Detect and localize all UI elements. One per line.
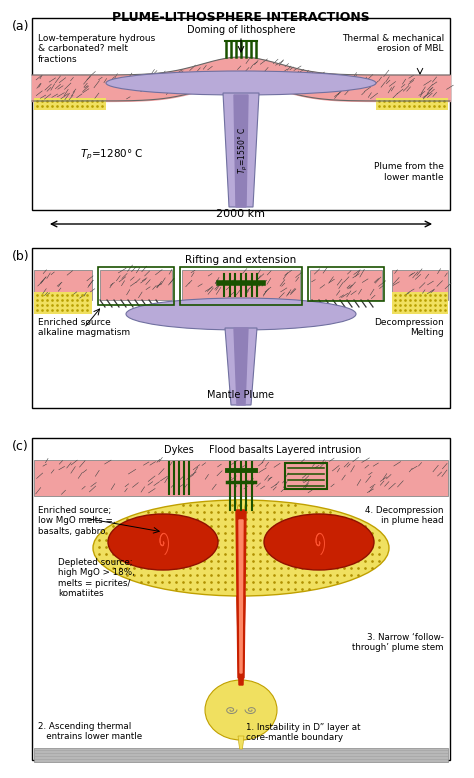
Text: Doming of lithosphere: Doming of lithosphere <box>187 25 295 35</box>
Text: 2. Ascending thermal
   entrains lower mantle: 2. Ascending thermal entrains lower mant… <box>38 722 142 741</box>
Text: Thermal & mechanical
erosion of MBL: Thermal & mechanical erosion of MBL <box>342 34 444 54</box>
Text: Dykes: Dykes <box>164 445 194 455</box>
Polygon shape <box>234 95 248 207</box>
Polygon shape <box>238 736 244 749</box>
Polygon shape <box>223 93 259 207</box>
Text: (c): (c) <box>12 440 29 453</box>
Text: Plume from the
lower mantle: Plume from the lower mantle <box>374 163 444 182</box>
Bar <box>32 438 450 760</box>
Ellipse shape <box>93 500 389 596</box>
Polygon shape <box>237 598 245 680</box>
Bar <box>34 748 448 762</box>
Bar <box>32 248 450 408</box>
Text: Low-temperature hydrous
& carbonated? melt
fractions: Low-temperature hydrous & carbonated? me… <box>38 34 155 64</box>
Bar <box>180 267 302 305</box>
Text: (a): (a) <box>12 20 29 33</box>
Text: Flood basalts: Flood basalts <box>209 445 273 455</box>
Text: Rifting and extension: Rifting and extension <box>185 255 297 265</box>
Polygon shape <box>239 520 243 673</box>
Polygon shape <box>237 596 245 685</box>
Ellipse shape <box>108 514 218 570</box>
Text: 3. Narrow ‘follow-
through’ plume stem: 3. Narrow ‘follow- through’ plume stem <box>353 633 444 653</box>
Bar <box>100 270 172 300</box>
Bar <box>285 463 327 489</box>
Text: PLUME-LITHOSPHERE INTERACTIONS: PLUME-LITHOSPHERE INTERACTIONS <box>112 11 370 24</box>
Text: Enriched source
alkaline magmatism: Enriched source alkaline magmatism <box>38 318 130 338</box>
Bar <box>34 98 106 110</box>
Ellipse shape <box>205 680 277 740</box>
Bar <box>32 18 450 210</box>
Text: Enriched source;
low MgO melts =,
basalts, gabbro: Enriched source; low MgO melts =, basalt… <box>38 506 116 536</box>
Ellipse shape <box>126 298 356 330</box>
Text: 4. Decompression
in plume head: 4. Decompression in plume head <box>365 506 444 525</box>
Text: $T_p$=1280° C: $T_p$=1280° C <box>80 148 144 162</box>
Bar <box>98 267 174 305</box>
Text: 2000 km: 2000 km <box>217 209 265 219</box>
Text: Decompression
Melting: Decompression Melting <box>374 318 444 338</box>
Text: Mantle Plume: Mantle Plume <box>208 390 274 400</box>
Text: 1. Instability in D” layer at
core-mantle boundary: 1. Instability in D” layer at core-mantl… <box>246 723 361 742</box>
Bar <box>310 270 382 300</box>
Bar <box>376 98 448 110</box>
Bar <box>392 270 448 300</box>
Bar <box>34 460 448 496</box>
Bar <box>182 270 300 300</box>
Text: $T_p$=1550° C: $T_p$=1550° C <box>237 126 249 173</box>
Ellipse shape <box>264 514 374 570</box>
Text: Depleted source;
high MgO > 18%,
melts = picrites/
komatiites: Depleted source; high MgO > 18%, melts =… <box>58 558 135 598</box>
Bar <box>392 292 448 314</box>
Polygon shape <box>225 328 257 405</box>
Bar <box>34 292 92 314</box>
Polygon shape <box>234 328 248 405</box>
Text: Layered intrusion: Layered intrusion <box>276 445 362 455</box>
Polygon shape <box>236 510 246 678</box>
Bar <box>34 270 92 300</box>
Polygon shape <box>236 500 246 510</box>
Text: (b): (b) <box>12 250 29 263</box>
Bar <box>308 267 384 301</box>
Ellipse shape <box>106 71 376 95</box>
